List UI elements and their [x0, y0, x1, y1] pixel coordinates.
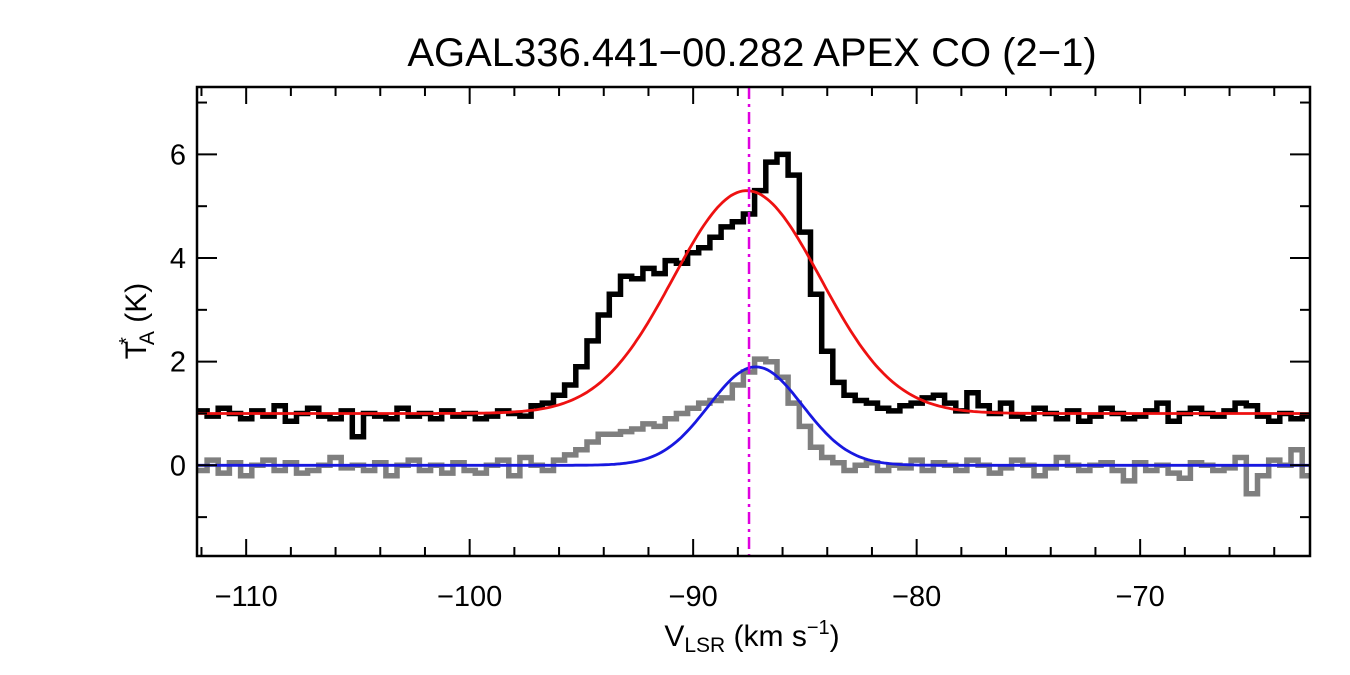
x-axis-label-unit-post: ) — [830, 620, 840, 653]
x-axis-label-main: V — [664, 620, 684, 653]
y-axis-label-unit: (K) — [120, 283, 153, 331]
y-tick-label: 6 — [170, 139, 186, 171]
series-histogram-1 — [197, 356, 1310, 497]
x-tick-labels: −110 −100 −90 −80 −70 — [215, 581, 1165, 613]
y-axis-label: T*A (K) — [116, 283, 159, 359]
y-tick-label: 0 — [170, 450, 186, 482]
plot-frame — [195, 85, 1312, 558]
y-axis-label-sub: A — [136, 331, 159, 345]
x-axis-label-sup: −1 — [807, 617, 830, 639]
x-axis-label-sub: LSR — [684, 634, 725, 657]
y-tick-labels: 0 2 4 6 — [170, 139, 186, 482]
x-axis-label: VLSR (km s−1) — [664, 617, 839, 657]
chart-title: AGAL336.441−00.282 APEX CO (2−1) — [407, 31, 1096, 75]
series-fit-3 — [197, 365, 1310, 467]
y-axis-label-sup: * — [116, 337, 138, 345]
x-tick-label: −80 — [892, 581, 941, 613]
x-tick-label: −90 — [669, 581, 718, 613]
data-layer — [197, 87, 1310, 556]
series-fit-2 — [197, 189, 1310, 415]
x-tick-label: −70 — [1116, 581, 1165, 613]
x-axis-label-unit-pre: (km s — [725, 620, 807, 653]
series-histogram-0 — [197, 151, 1310, 440]
y-tick-label: 2 — [170, 347, 186, 379]
y-axis-label-main: T — [120, 341, 153, 359]
tick-layer — [197, 87, 1310, 556]
x-tick-label: −110 — [215, 581, 278, 613]
y-tick-label: 4 — [170, 243, 186, 275]
x-tick-label: −100 — [437, 581, 502, 613]
